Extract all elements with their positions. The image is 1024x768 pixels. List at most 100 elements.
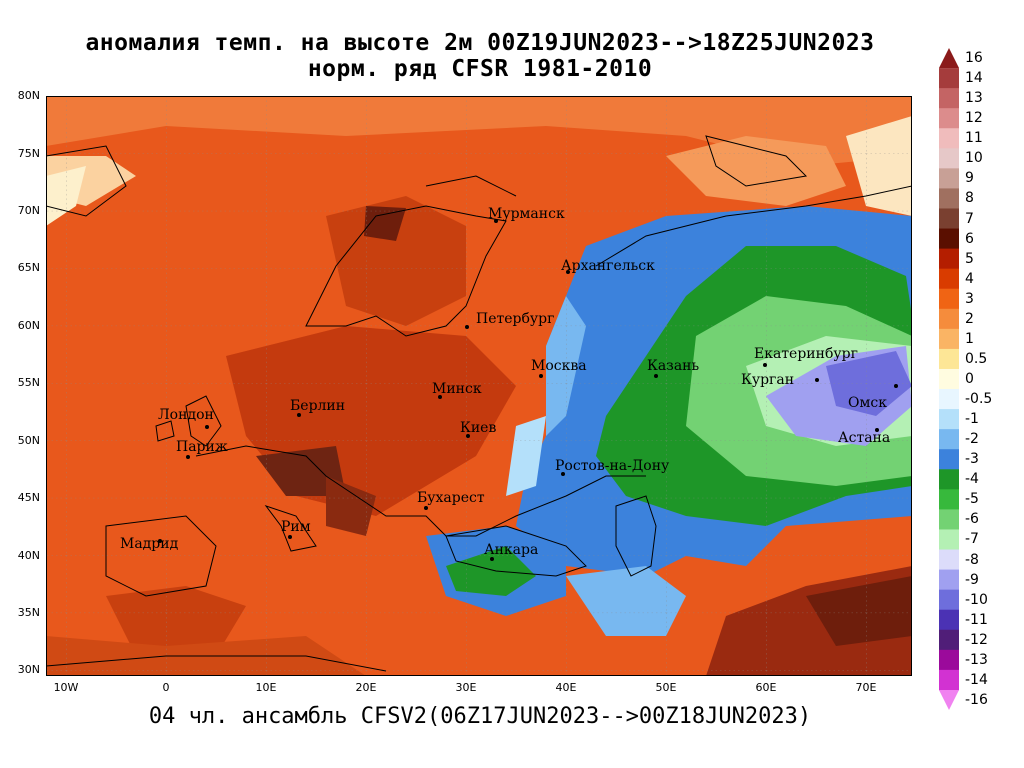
legend-swatch bbox=[939, 248, 959, 270]
city-marker bbox=[894, 384, 898, 388]
lon-tick: 0 bbox=[162, 681, 170, 694]
legend-swatch bbox=[939, 128, 959, 149]
legend-label: 9 bbox=[965, 170, 974, 187]
city-label-rostov: Ростов-на-Дону bbox=[555, 458, 670, 474]
legend-swatch bbox=[939, 328, 959, 350]
legend-swatch bbox=[939, 549, 959, 571]
legend-label: 11 bbox=[965, 130, 983, 147]
legend-swatch bbox=[939, 148, 959, 169]
legend-swatch bbox=[939, 208, 959, 230]
city-label-rome: Рим bbox=[281, 519, 311, 535]
city-label-bucharest: Бухарест bbox=[417, 490, 485, 506]
city-label-paris: Париж bbox=[176, 439, 228, 455]
title-line-1: аномалия темп. на высоте 2м 00Z19JUN2023… bbox=[85, 30, 875, 56]
lon-tick: 20E bbox=[355, 681, 377, 694]
legend-swatch bbox=[939, 308, 959, 330]
lon-tick: 10E bbox=[255, 681, 277, 694]
city-label-ankara: Анкара bbox=[484, 542, 539, 558]
ireland-coast bbox=[155, 420, 175, 442]
italy-coast bbox=[264, 505, 317, 552]
legend-swatch bbox=[939, 509, 959, 530]
city-marker bbox=[465, 325, 469, 329]
legend-swatch bbox=[939, 228, 959, 250]
city-marker bbox=[654, 374, 658, 378]
city-label-arkhangelsk: Архангельск bbox=[561, 258, 655, 274]
lat-tick: 75N bbox=[17, 147, 40, 160]
coastlines bbox=[46, 135, 912, 672]
legend-label: 12 bbox=[965, 110, 983, 127]
legend-label: 3 bbox=[965, 290, 974, 307]
graticule bbox=[46, 96, 912, 676]
legend-label: 6 bbox=[965, 230, 974, 247]
city-marker bbox=[288, 535, 292, 539]
legend-swatch bbox=[939, 569, 959, 591]
title-line-2: норм. ряд CFSR 1981-2010 bbox=[307, 56, 653, 82]
legend-swatch bbox=[939, 108, 959, 129]
legend-label: 8 bbox=[965, 190, 974, 207]
city-label-minsk: Минск bbox=[432, 381, 482, 397]
legend-colorbar bbox=[939, 48, 959, 710]
city-label-murmansk: Мурманск bbox=[488, 206, 565, 222]
legend-label: 16 bbox=[965, 50, 983, 67]
legend-swatch bbox=[939, 268, 959, 290]
legend-label: -16 bbox=[965, 691, 988, 708]
city-label-london: Лондон bbox=[158, 407, 214, 423]
city-marker bbox=[438, 395, 442, 399]
city-marker bbox=[763, 363, 767, 367]
city-label-berlin: Берлин bbox=[290, 398, 346, 414]
city-marker bbox=[815, 378, 819, 382]
city-label-moscow: Москва bbox=[531, 358, 587, 374]
lat-tick: 60N bbox=[17, 319, 40, 332]
legend-swatch bbox=[939, 288, 959, 310]
map-canvas bbox=[46, 96, 912, 676]
legend-swatch bbox=[939, 188, 959, 209]
britain-coast bbox=[185, 395, 222, 447]
legend-label: -9 bbox=[965, 571, 979, 588]
legend-swatch bbox=[939, 489, 959, 510]
city-label-omsk: Омск bbox=[848, 395, 887, 411]
city-label-kiev: Киев bbox=[460, 420, 497, 436]
legend-swatch bbox=[939, 529, 959, 551]
svalbard-coast bbox=[425, 175, 517, 197]
map-frame bbox=[46, 96, 912, 676]
legend-arrow-top bbox=[939, 48, 959, 69]
lon-tick: 10W bbox=[53, 681, 79, 694]
legend-label: -1 bbox=[965, 411, 979, 428]
city-marker bbox=[494, 219, 498, 223]
lat-tick: 70N bbox=[17, 204, 40, 217]
legend-label: 5 bbox=[965, 250, 974, 267]
legend-swatch bbox=[939, 589, 959, 611]
legend-label: -3 bbox=[965, 451, 979, 468]
legend-label: -11 bbox=[965, 611, 988, 628]
legend-label: -12 bbox=[965, 631, 988, 648]
lat-tick: 30N bbox=[17, 663, 40, 676]
city-marker bbox=[561, 472, 565, 476]
legend-label: 14 bbox=[965, 70, 983, 87]
legend-swatch bbox=[939, 168, 959, 189]
legend-label: 10 bbox=[965, 150, 983, 167]
legend-label: -13 bbox=[965, 651, 988, 668]
north-africa-coast bbox=[46, 655, 387, 672]
lon-tick: 70E bbox=[855, 681, 877, 694]
legend-swatch bbox=[939, 629, 959, 651]
legend-swatch bbox=[939, 609, 959, 631]
city-marker bbox=[297, 413, 301, 417]
legend-label: -0.5 bbox=[965, 391, 993, 408]
lat-tick: 65N bbox=[17, 261, 40, 274]
city-marker bbox=[490, 557, 494, 561]
color-legend bbox=[937, 42, 1022, 722]
legend-label: -14 bbox=[965, 671, 988, 688]
city-marker bbox=[205, 425, 209, 429]
legend-swatch bbox=[939, 449, 959, 470]
city-label-kazan: Казань bbox=[647, 358, 700, 374]
novaya-zemlya-coast bbox=[705, 135, 808, 187]
legend-swatch bbox=[939, 429, 959, 450]
legend-label: 1 bbox=[965, 330, 974, 347]
lat-tick: 35N bbox=[17, 606, 40, 619]
legend-label: 2 bbox=[965, 310, 974, 327]
legend-label: -10 bbox=[965, 591, 988, 608]
city-marker bbox=[158, 539, 162, 543]
city-marker bbox=[424, 506, 428, 510]
legend-swatch bbox=[939, 368, 959, 390]
city-label-petersburg: Петербург bbox=[476, 311, 555, 327]
